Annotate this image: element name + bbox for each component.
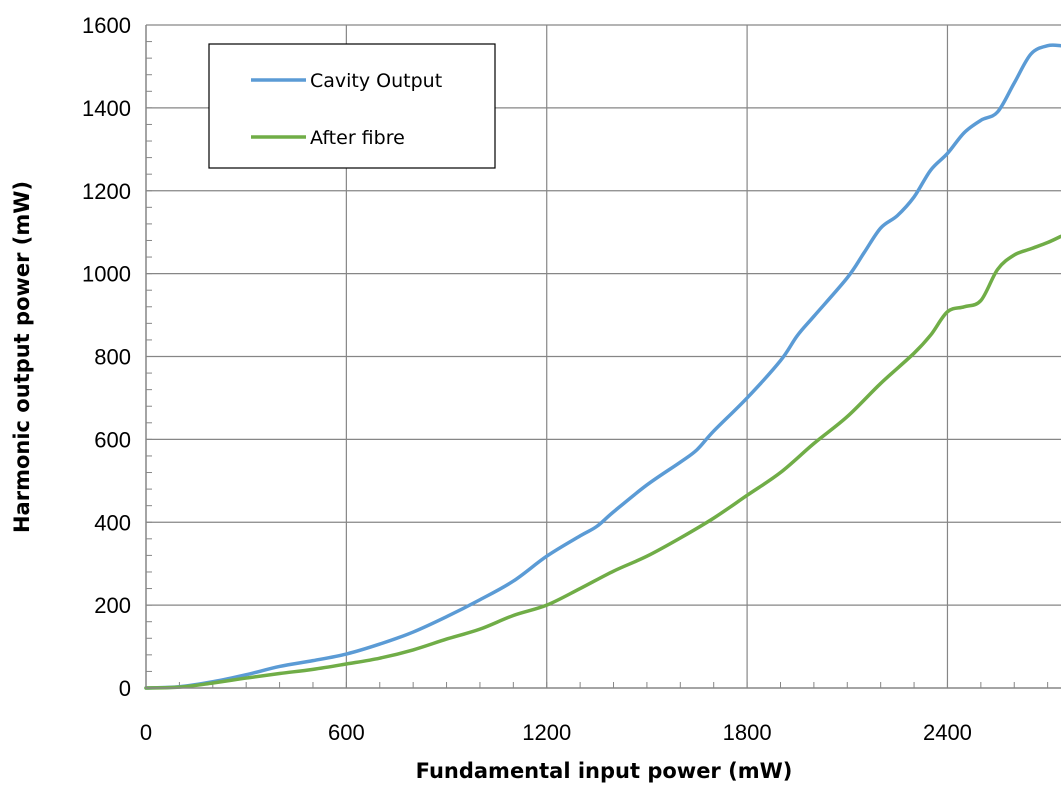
series-line-cavity-output [144, 43, 1061, 690]
axes [145, 25, 1061, 689]
y-tick-label-1400: 1400 [82, 96, 131, 121]
y-tick-label-1200: 1200 [82, 179, 131, 204]
y-tick-label-600: 600 [94, 427, 131, 452]
x-axis-title: Fundamental input power (mW) [416, 759, 793, 783]
series-layer [144, 43, 1061, 690]
y-tick-label-0: 0 [119, 676, 131, 701]
y-tick-label-1600: 1600 [82, 13, 131, 38]
x-tick-label-2400: 2400 [923, 720, 972, 745]
y-axis-title: Harmonic output power (mW) [10, 181, 34, 533]
x-tick-label-1200: 1200 [522, 720, 571, 745]
legend-label-cavity-output: Cavity Output [310, 70, 442, 92]
legend-box [208, 43, 496, 169]
y-tick-label-1000: 1000 [82, 262, 131, 287]
x-tick-label-600: 600 [328, 720, 365, 745]
tick-labels: 0 600 1200 1800 2400 0 200 400 600 800 1000 1200 140… [82, 13, 972, 745]
x-tick-label-1800: 1800 [723, 720, 772, 745]
legend: Cavity Output After fibre [208, 43, 496, 169]
y-tick-label-200: 200 [94, 593, 131, 618]
series-line-after-fibre [144, 234, 1061, 690]
legend-label-after-fibre: After fibre [310, 127, 405, 149]
x-tick-label-0: 0 [140, 720, 152, 745]
y-tick-label-800: 800 [94, 345, 131, 370]
y-tick-label-400: 400 [94, 510, 131, 535]
